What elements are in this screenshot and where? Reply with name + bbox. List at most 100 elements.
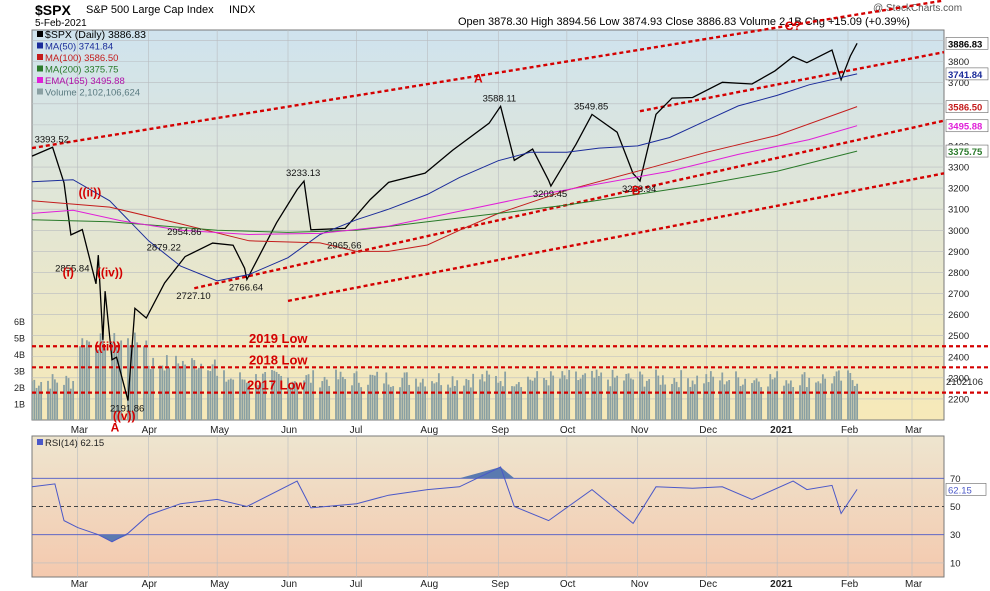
volume-bar bbox=[847, 370, 849, 420]
x-tick-label-bottom: Nov bbox=[631, 579, 649, 590]
volume-bar bbox=[691, 380, 694, 420]
value-box-label: 3375.75 bbox=[948, 147, 983, 158]
volume-bar bbox=[49, 388, 52, 420]
volume-bar bbox=[549, 371, 552, 420]
volume-bar bbox=[273, 370, 276, 420]
volume-bar bbox=[817, 381, 820, 420]
x-tick-label-top: Jul bbox=[350, 425, 363, 436]
volume-bar bbox=[705, 374, 708, 420]
volume-bar bbox=[696, 375, 699, 420]
volume-bar bbox=[483, 381, 486, 420]
rsi-value-label: 62.15 bbox=[948, 485, 972, 496]
volume-bar bbox=[337, 379, 340, 420]
volume-bar bbox=[303, 380, 305, 420]
volume-bar bbox=[771, 379, 774, 420]
price-tick-label: 3100 bbox=[948, 205, 969, 216]
volume-bar bbox=[497, 382, 500, 420]
volume-bar bbox=[417, 386, 420, 420]
volume-bar bbox=[520, 387, 523, 420]
volume-bar bbox=[437, 373, 440, 420]
volume-bar bbox=[769, 374, 772, 420]
price-value-label: 2879.22 bbox=[147, 243, 181, 254]
price-tick-label: 2200 bbox=[948, 394, 969, 405]
volume-bar bbox=[725, 381, 728, 420]
volume-bar bbox=[115, 347, 118, 420]
symbol-title: $SPX bbox=[35, 2, 71, 18]
volume-bar bbox=[595, 369, 598, 420]
volume-bar bbox=[179, 367, 182, 420]
volume-bar bbox=[600, 372, 603, 420]
volume-bar bbox=[257, 385, 260, 420]
watermark: @ StockCharts.com bbox=[873, 3, 963, 14]
volume-bar bbox=[53, 379, 56, 420]
volume-bar bbox=[99, 333, 102, 420]
volume-bar bbox=[517, 382, 520, 420]
value-box-label: 3886.83 bbox=[948, 39, 982, 50]
volume-bar bbox=[504, 371, 507, 420]
volume-bar bbox=[593, 377, 596, 420]
volume-bar bbox=[191, 358, 193, 420]
price-value-label: 3549.85 bbox=[574, 101, 608, 112]
volume-bar bbox=[408, 384, 411, 420]
volume-bar bbox=[385, 372, 388, 420]
volume-bar bbox=[840, 380, 843, 420]
volume-bar bbox=[127, 338, 129, 420]
price-value-label: 3233.94 bbox=[622, 184, 656, 195]
volume-bar bbox=[289, 387, 292, 420]
volume-bar bbox=[721, 372, 724, 420]
volume-bar bbox=[641, 374, 644, 420]
volume-bar bbox=[760, 387, 763, 420]
volume-bar bbox=[687, 378, 689, 420]
volume-bar bbox=[351, 385, 353, 420]
volume-bar bbox=[591, 370, 593, 420]
volume-bar bbox=[389, 386, 392, 420]
volume-bar bbox=[95, 347, 97, 420]
legend-entry: Volume 2,102,106,624 bbox=[45, 88, 140, 99]
volume-bar bbox=[561, 371, 564, 420]
legend-entry: $SPX (Daily) 3886.83 bbox=[45, 29, 146, 41]
volume-bar bbox=[280, 375, 283, 420]
volume-bar bbox=[579, 378, 582, 420]
volume-bar bbox=[495, 375, 497, 420]
volume-bar bbox=[803, 372, 806, 420]
volume-bar bbox=[837, 370, 840, 420]
x-tick-label-bottom: Oct bbox=[560, 579, 576, 590]
volume-bar bbox=[613, 377, 616, 420]
series-line bbox=[32, 150, 858, 233]
volume-bar bbox=[136, 342, 139, 420]
volume-bar bbox=[67, 378, 70, 420]
rsi-group bbox=[32, 466, 858, 543]
volume-bar bbox=[85, 340, 88, 420]
volume-bar bbox=[453, 386, 456, 420]
x-tick-label-bottom: Aug bbox=[420, 579, 438, 590]
volume-bar bbox=[648, 379, 651, 420]
price-tick-label: 3700 bbox=[948, 78, 969, 89]
volume-bar bbox=[819, 383, 822, 420]
rsi-line bbox=[32, 466, 858, 543]
volume-bar bbox=[207, 370, 209, 420]
volume-bar bbox=[856, 383, 859, 420]
volume-bar bbox=[712, 376, 715, 420]
volume-bar bbox=[111, 342, 113, 420]
volume-bar bbox=[584, 373, 587, 420]
volume-bar bbox=[163, 370, 166, 420]
volume-bar bbox=[248, 383, 251, 420]
volume-bar bbox=[245, 382, 248, 420]
volume-bar bbox=[56, 382, 59, 420]
price-tick-label: 2400 bbox=[948, 352, 969, 363]
volume-bar bbox=[757, 381, 760, 420]
rsi-legend-swatch bbox=[37, 439, 43, 445]
volume-bar bbox=[833, 376, 836, 420]
volume-bar bbox=[739, 386, 742, 420]
volume-bar bbox=[376, 371, 379, 420]
volume-bar bbox=[232, 379, 235, 420]
wave-label: ((iii)) bbox=[95, 339, 121, 353]
volume-bar bbox=[305, 375, 308, 420]
volume-bar bbox=[32, 381, 33, 420]
price-tick-label: 2300 bbox=[948, 373, 969, 384]
volume-bar bbox=[401, 377, 404, 420]
volume-bar bbox=[403, 372, 406, 420]
volume-bar bbox=[152, 357, 155, 420]
volume-bar bbox=[773, 377, 776, 420]
volume-bar bbox=[472, 373, 475, 420]
